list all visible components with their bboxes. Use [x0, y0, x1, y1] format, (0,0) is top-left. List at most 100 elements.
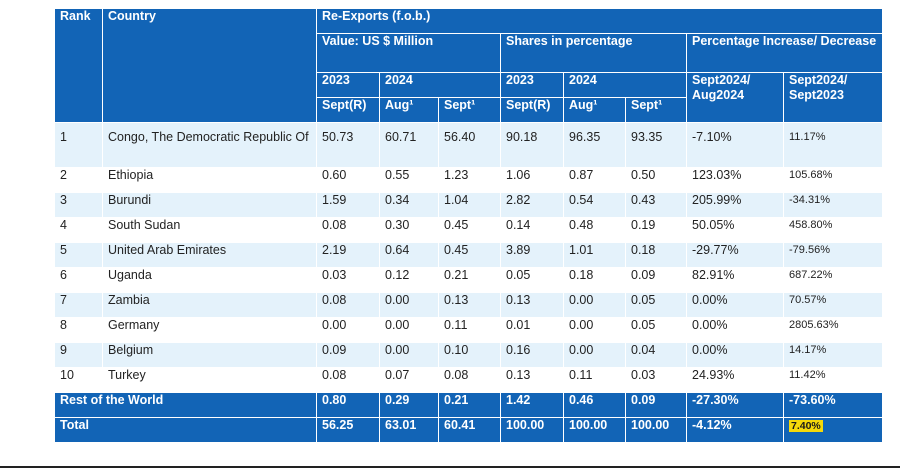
rest-of-world-row: Rest of the World 0.80 0.29 0.21 1.42 0.… — [54, 392, 884, 418]
total-v2023: 56.25 — [316, 417, 380, 443]
value-sept-cell: 0.21 — [438, 267, 501, 293]
value-sept-header: Sept¹ — [438, 97, 501, 123]
value-sept-cell: 0.10 — [438, 342, 501, 368]
total-ssep: 100.00 — [625, 417, 687, 443]
table-row: 9 Belgium 0.09 0.00 0.10 0.16 0.00 0.04 0.00% 14.… — [54, 342, 884, 368]
share-2023-cell: 0.05 — [500, 267, 564, 293]
pct-sept-aug-cell: 0.00% — [686, 292, 784, 318]
rank-cell: 5 — [54, 242, 103, 268]
value-sept-cell: 0.11 — [438, 317, 501, 343]
pct-sept-sept-cell: -79.56% — [782, 242, 884, 268]
value-aug-cell: 0.07 — [379, 367, 439, 393]
pct-sept-sept-cell: 11.42% — [782, 367, 884, 393]
share-aug-cell: 0.18 — [563, 267, 626, 293]
pct-sept-sept-cell: 70.57% — [782, 292, 884, 318]
pct-sept-aug-cell: 50.05% — [686, 217, 784, 243]
rank-header: Rank — [54, 8, 103, 123]
pct-sept-aug-cell: 205.99% — [686, 192, 784, 218]
share-2023-cell: 0.16 — [500, 342, 564, 368]
pct-sept-sept-cell: 2805.63% — [782, 317, 884, 343]
share-2023-cell: 90.18 — [500, 122, 564, 168]
rest-p2: -73.60% — [782, 392, 884, 418]
value-2023-cell: 0.08 — [316, 292, 380, 318]
total-label: Total — [54, 417, 317, 443]
table-row: 10 Turkey 0.08 0.07 0.08 0.13 0.11 0.03 24.93% 11… — [54, 367, 884, 393]
share-sept-cell: 0.04 — [625, 342, 687, 368]
pct-sept-sept-cell: 458.80% — [782, 217, 884, 243]
value-2023-cell: 0.00 — [316, 317, 380, 343]
value-aug-cell: 0.00 — [379, 342, 439, 368]
value-2023-cell: 2.19 — [316, 242, 380, 268]
share-sept-cell: 0.50 — [625, 167, 687, 193]
rank-cell: 8 — [54, 317, 103, 343]
rank-cell: 2 — [54, 167, 103, 193]
value-2023-cell: 0.09 — [316, 342, 380, 368]
share-sept-cell: 0.09 — [625, 267, 687, 293]
pct-sept-sept-cell: 11.17% — [782, 122, 884, 168]
pct-sept-aug-cell: 24.93% — [686, 367, 784, 393]
share-sept-cell: 0.05 — [625, 317, 687, 343]
rank-cell: 6 — [54, 267, 103, 293]
value-2024-header: 2024 — [379, 72, 501, 98]
value-2023-header: 2023 — [316, 72, 380, 98]
table-row: 3 Burundi 1.59 0.34 1.04 2.82 0.54 0.43 205.99% -… — [54, 192, 884, 218]
value-2023-cell: 0.08 — [316, 367, 380, 393]
table-body: 1 Congo, The Democratic Republic Of 50.73 6… — [54, 122, 884, 393]
total-p2-highlight: 7.40% — [789, 420, 823, 432]
value-aug-cell: 0.00 — [379, 317, 439, 343]
value-sept-r-header: Sept(R) — [316, 97, 380, 123]
table-row: 8 Germany 0.00 0.00 0.11 0.01 0.00 0.05 0.00% 280… — [54, 317, 884, 343]
country-cell: Uganda — [102, 267, 317, 293]
table-row: 5 United Arab Emirates 2.19 0.64 0.45 3.89 1.0… — [54, 242, 884, 268]
share-2023-cell: 0.13 — [500, 367, 564, 393]
total-s2023: 100.00 — [500, 417, 564, 443]
value-2023-cell: 0.60 — [316, 167, 380, 193]
reexports-table: Rank Country Re-Exports (f.o.b.) Value: … — [54, 8, 884, 443]
share-sept-cell: 0.43 — [625, 192, 687, 218]
value-sept-cell: 0.08 — [438, 367, 501, 393]
share-aug-cell: 96.35 — [563, 122, 626, 168]
table-row: 1 Congo, The Democratic Republic Of 50.73 6… — [54, 122, 884, 168]
share-2023-cell: 2.82 — [500, 192, 564, 218]
share-2023-cell: 0.13 — [500, 292, 564, 318]
value-2023-cell: 0.08 — [316, 217, 380, 243]
total-saug: 100.00 — [563, 417, 626, 443]
country-cell: Germany — [102, 317, 317, 343]
share-aug-cell: 0.00 — [563, 317, 626, 343]
pct-sept-aug-cell: -29.77% — [686, 242, 784, 268]
rest-v2023: 0.80 — [316, 392, 380, 418]
total-p2-cell: 7.40% — [782, 417, 884, 443]
country-cell: Ethiopia — [102, 167, 317, 193]
share-sept-cell: 0.19 — [625, 217, 687, 243]
total-vaug: 63.01 — [379, 417, 439, 443]
sept-sept-header: Sept2024/ Sept2023 — [782, 72, 884, 123]
country-cell: Turkey — [102, 367, 317, 393]
value-2023-cell: 0.03 — [316, 267, 380, 293]
share-2023-cell: 1.06 — [500, 167, 564, 193]
value-sept-cell: 1.04 — [438, 192, 501, 218]
value-header: Value: US $ Million — [316, 33, 501, 73]
shares-2024-header: 2024 — [563, 72, 687, 98]
share-aug-cell: 1.01 — [563, 242, 626, 268]
share-2023-cell: 3.89 — [500, 242, 564, 268]
pct-sept-sept-cell: 105.68% — [782, 167, 884, 193]
pct-sept-sept-cell: -34.31% — [782, 192, 884, 218]
shares-header: Shares in percentage — [500, 33, 687, 73]
rank-cell: 9 — [54, 342, 103, 368]
table-row: 4 South Sudan 0.08 0.30 0.45 0.14 0.48 0.19 50.0… — [54, 217, 884, 243]
share-2023-cell: 0.01 — [500, 317, 564, 343]
country-cell: Congo, The Democratic Republic Of — [102, 122, 317, 168]
pct-sept-aug-cell: -7.10% — [686, 122, 784, 168]
share-sept-cell: 0.03 — [625, 367, 687, 393]
pct-sept-aug-cell: 82.91% — [686, 267, 784, 293]
shares-sept-header: Sept¹ — [625, 97, 687, 123]
share-sept-cell: 93.35 — [625, 122, 687, 168]
rank-cell: 4 — [54, 217, 103, 243]
value-aug-cell: 0.55 — [379, 167, 439, 193]
country-cell: Burundi — [102, 192, 317, 218]
country-cell: Belgium — [102, 342, 317, 368]
share-sept-cell: 0.05 — [625, 292, 687, 318]
rest-p1: -27.30% — [686, 392, 784, 418]
value-sept-cell: 0.45 — [438, 242, 501, 268]
table-row: 6 Uganda 0.03 0.12 0.21 0.05 0.18 0.09 82.91% 687… — [54, 267, 884, 293]
